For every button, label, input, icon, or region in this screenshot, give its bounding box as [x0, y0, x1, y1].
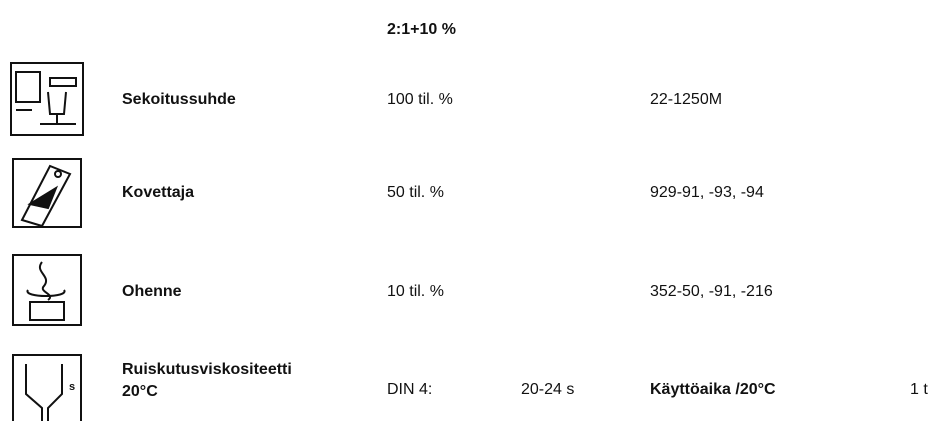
viscosity-icon: s [12, 354, 82, 421]
pot-life-label: Käyttöaika /20°C [650, 381, 776, 398]
row-value: 100 til. % [387, 91, 453, 108]
row-code: 929-91, -93, -94 [650, 184, 764, 201]
row-label: Ruiskutusviskositeetti [122, 361, 292, 378]
method: DIN 4: [387, 381, 433, 398]
row-value: 50 til. % [387, 184, 444, 201]
row-label: Kovettaja [122, 184, 195, 201]
row-label: Sekoitussuhde [122, 91, 236, 108]
row-label: Ohenne [122, 283, 182, 300]
hardener-icon [12, 158, 82, 228]
viscosity-value: 20-24 s [521, 381, 575, 398]
row-value: 10 til. % [387, 283, 444, 300]
thinner-icon [12, 254, 82, 326]
row-code: 22-1250M [650, 91, 723, 108]
row-code: 352-50, -91, -216 [650, 283, 773, 300]
ratio: 2:1+10 % [387, 21, 456, 38]
row-label: 20°C [122, 383, 158, 400]
pot-life-value: 1 t [910, 381, 928, 398]
mixing-icon [10, 62, 84, 136]
svg-text:s: s [69, 381, 75, 393]
